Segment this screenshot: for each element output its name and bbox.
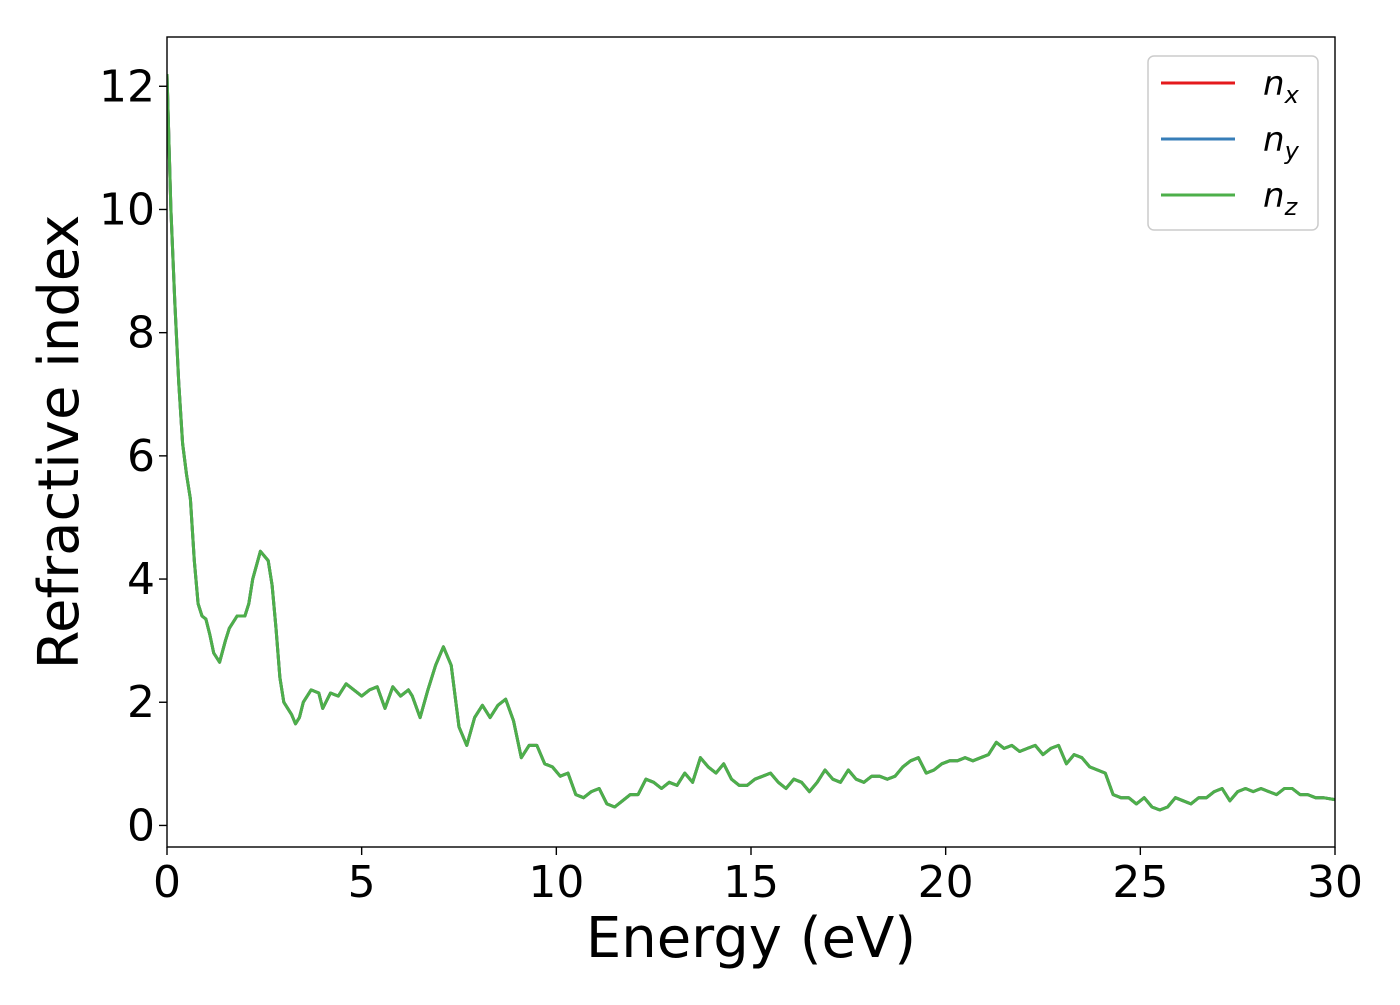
y-tick-label: 10 <box>99 184 155 235</box>
legend-box <box>1147 55 1319 231</box>
legend: nx ny nz <box>1147 55 1319 231</box>
y-tick-label: 12 <box>99 61 155 112</box>
y-tick-label: 8 <box>127 308 155 359</box>
y-tick-label: 2 <box>127 677 155 728</box>
legend-entry-ny: ny <box>1161 120 1300 165</box>
x-tick-label: 25 <box>1112 857 1168 908</box>
x-tick-label: 20 <box>918 857 974 908</box>
legend-entry-nz: nz <box>1161 176 1299 221</box>
x-tick-label: 15 <box>723 857 779 908</box>
y-tick-label: 0 <box>127 800 155 851</box>
legend-label: nz <box>1263 176 1299 221</box>
y-tick-label: 4 <box>127 554 155 605</box>
x-tick-label: 10 <box>528 857 584 908</box>
x-axis-label: Energy (eV) <box>586 906 916 971</box>
legend-label: nx <box>1263 64 1300 109</box>
x-tick-label: 30 <box>1307 857 1363 908</box>
y-axis-label: Refractive index <box>27 215 92 670</box>
legend-label: ny <box>1263 120 1300 165</box>
ticks-layer: 0 5 10 15 20 25 30 0 2 4 6 8 10 12 <box>99 61 1363 908</box>
series-line-n-z <box>167 73 1335 812</box>
x-tick-label: 0 <box>153 857 181 908</box>
series-layer <box>167 73 1335 812</box>
x-tick-label: 5 <box>348 857 376 908</box>
y-tick-label: 6 <box>127 431 155 482</box>
legend-entry-nx: nx <box>1161 64 1300 109</box>
